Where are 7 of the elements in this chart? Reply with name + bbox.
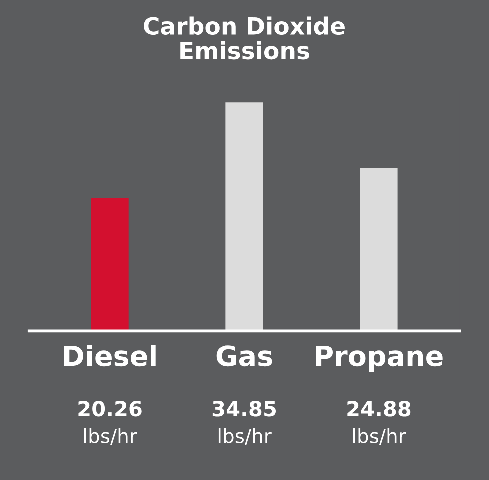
- chart-title: Carbon Dioxide Emissions: [144, 16, 345, 60]
- x-tick-label: Propane: [316, 346, 443, 372]
- data-label: 34.85 lbs/hr: [212, 401, 276, 445]
- data-label: 20.26 lbs/hr: [78, 401, 142, 445]
- x-tick-label: Gas: [216, 346, 272, 367]
- data-label: 24.88 lbs/hr: [348, 401, 411, 445]
- x-tick-label: Diesel: [64, 345, 156, 367]
